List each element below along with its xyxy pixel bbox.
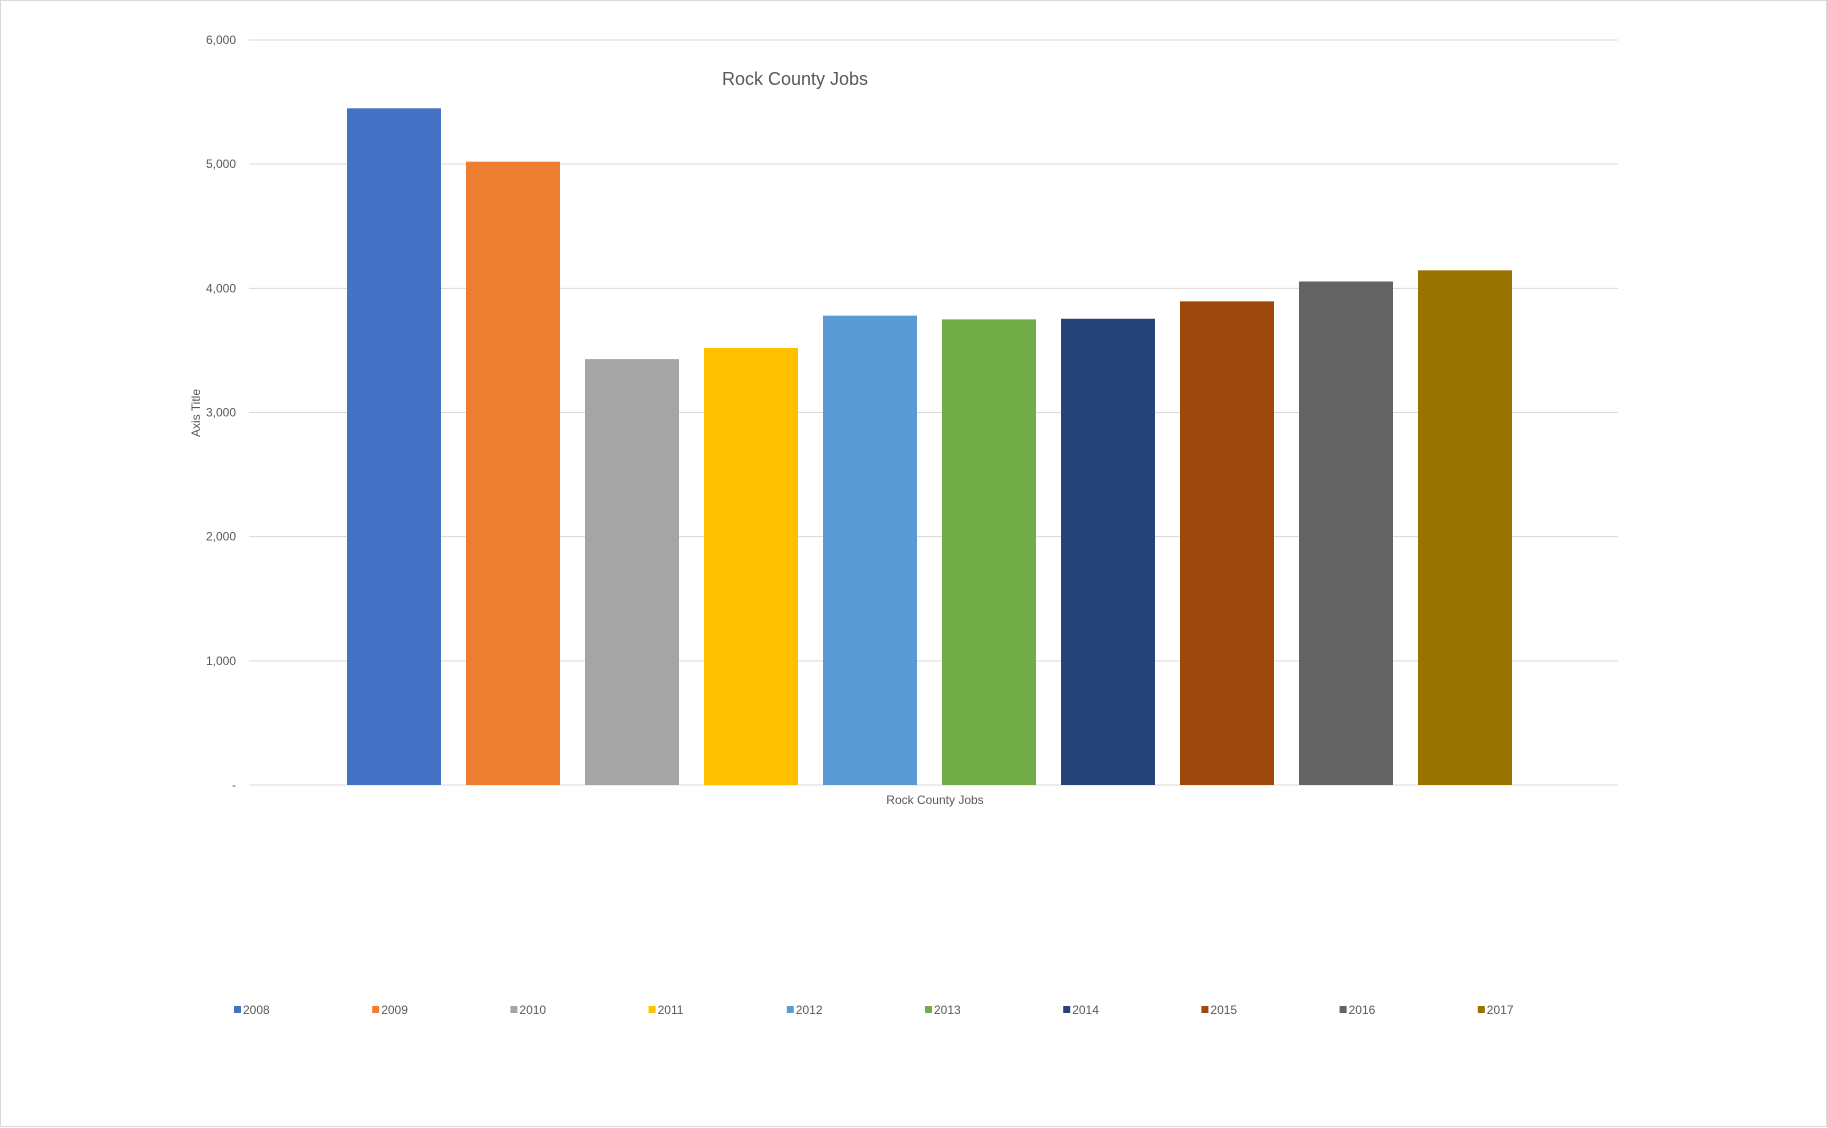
bar-2014 [1061,318,1155,785]
bar-2016 [1299,281,1393,785]
gridlines [249,39,1618,786]
legend-label-2015: 2015 [1210,1003,1237,1017]
legend-swatch-2011 [648,1006,656,1013]
legend-label-2009: 2009 [381,1003,408,1017]
legend-swatch-2017 [1477,1006,1485,1013]
bars [347,108,1512,785]
y-tick-label: 3,000 [206,406,236,420]
legend-swatch-2013 [925,1006,932,1013]
bar-2015 [1180,301,1274,785]
legend-swatch-2008 [234,1006,241,1013]
bar-2011 [704,347,798,785]
chart-title: Rock County Jobs [722,69,868,89]
bar-2012 [823,315,917,785]
legend-swatch-2015 [1201,1006,1209,1013]
legend-swatch-2014 [1063,1006,1071,1013]
y-tick-label: 1,000 [206,654,236,668]
bar-2013 [942,319,1036,785]
y-axis-title: Axis Title [189,389,203,437]
legend-label-2011: 2011 [658,1003,684,1017]
y-tick-label: - [232,778,236,792]
legend-label-2017: 2017 [1487,1003,1514,1017]
legend-label-2008: 2008 [243,1003,270,1017]
y-tick-label: 4,000 [206,281,236,295]
legend-swatch-2012 [786,1006,794,1013]
legend-label-2014: 2014 [1072,1003,1099,1017]
x-axis-title: Rock County Jobs [886,793,983,807]
bar-2017 [1418,270,1512,785]
legend-swatch-2009 [372,1006,380,1013]
y-tick-label: 6,000 [206,33,236,47]
legend-label-2010: 2010 [519,1003,546,1017]
bar-2010 [585,359,679,785]
bar-2009 [466,161,560,785]
legend-swatch-2016 [1339,1006,1347,1013]
legend-swatch-2010 [510,1006,518,1013]
bar-2008 [347,108,441,785]
y-tick-label: 2,000 [206,530,236,544]
y-tick-label: 5,000 [206,157,236,171]
legend: 2008 2009 2010 2011 2012 2013 2014 2015 2016 2017 [234,1003,1514,1017]
legend-label-2012: 2012 [796,1003,823,1017]
legend-label-2016: 2016 [1349,1003,1376,1017]
y-axis-ticks: - 1,000 2,000 3,000 4,000 5,000 6,000 [206,33,236,792]
legend-label-2013: 2013 [934,1003,961,1017]
